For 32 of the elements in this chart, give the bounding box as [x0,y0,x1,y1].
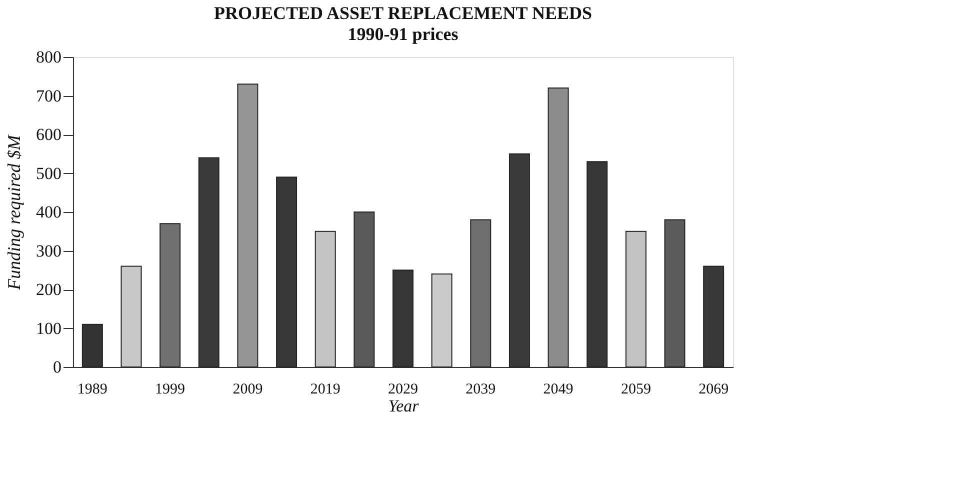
chart-title: PROJECTED ASSET REPLACEMENT NEEDS [214,3,592,23]
x-tick-label: 2049 [543,382,574,398]
y-axis-title: Funding required $M [4,134,24,291]
x-tick-label: 2009 [232,382,263,398]
bar [470,219,492,368]
bar [120,266,142,368]
chart-subtitle: 1990-91 prices [348,24,458,44]
y-tick-label: 100 [36,318,62,338]
x-axis-title: Year [388,396,420,416]
bar [625,230,646,368]
y-tick-label: 700 [36,86,62,106]
x-tick-label: 2039 [466,382,496,398]
bar [431,274,452,368]
y-tick-label: 600 [36,125,62,144]
y-tick-label: 800 [36,48,62,66]
y-tick-label: 0 [53,358,62,376]
bar [354,212,375,368]
bar [548,88,569,368]
bar [664,219,686,368]
x-tick-label: 2069 [698,382,729,398]
bar [160,223,181,368]
bar [237,84,258,368]
x-tick-label: 1989 [77,382,108,398]
x-tick-label: 2059 [620,382,651,398]
y-tick-label: 300 [36,241,62,260]
bar [314,230,336,368]
x-tick-label: 2019 [310,382,340,398]
y-tick-label: 400 [36,202,62,222]
y-tick-label: 500 [36,164,62,183]
y-tick-label: 200 [36,280,62,299]
x-tick-label: 1999 [155,382,186,398]
x-tick-label: 2029 [388,382,418,398]
